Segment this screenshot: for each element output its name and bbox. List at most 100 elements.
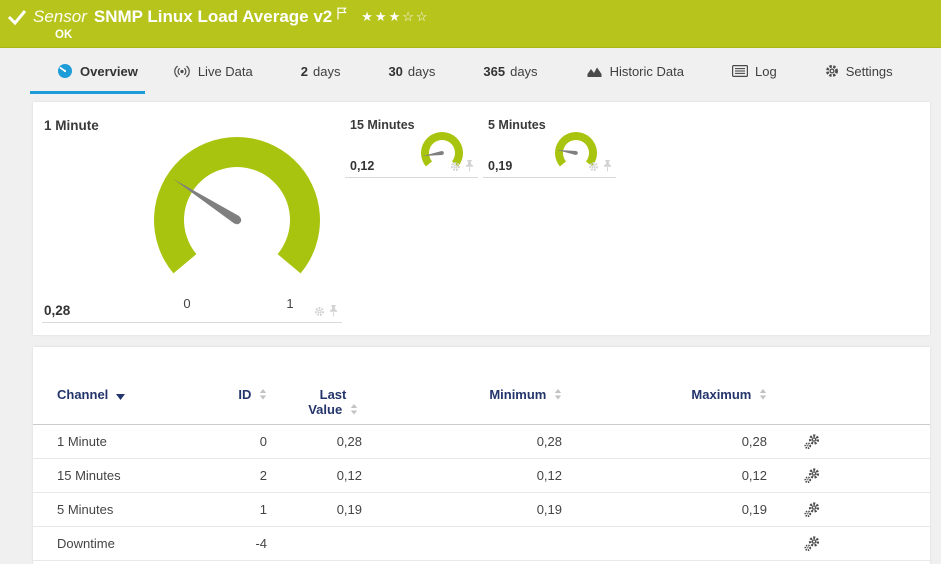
sensor-kind-label: Sensor <box>33 7 87 26</box>
gauge-arc <box>421 132 463 167</box>
column-header-maximum[interactable]: Maximum <box>562 387 767 402</box>
gauge-arc <box>555 132 597 167</box>
tab-label: Live Data <box>197 63 253 79</box>
channel-last-value: 0,28 <box>336 434 362 449</box>
channel-last-value: 0,12 <box>336 468 362 483</box>
gauge-value: 0,28 <box>44 303 71 318</box>
channel-name[interactable]: 15 Minutes <box>57 468 121 483</box>
gauge-value: 0,12 <box>350 159 375 173</box>
channel-gears-icon <box>804 467 820 483</box>
gear-icon <box>825 65 838 77</box>
historic-chart-icon <box>587 67 602 77</box>
tab-label: Historic Data <box>609 63 684 79</box>
channel-id: 2 <box>259 468 267 483</box>
gauge-title: 15 Minutes <box>350 118 415 132</box>
gauge-settings-icon[interactable] <box>588 161 599 172</box>
gauge-needle <box>556 149 578 155</box>
status-badge: OK <box>55 29 73 41</box>
sensor-header: Sensor SNMP Linux Load Average v2 ★★★☆☆ … <box>0 0 941 48</box>
channel-last-value: 0,19 <box>336 502 362 517</box>
channel-settings-button[interactable] <box>804 501 820 518</box>
sort-both-icon <box>350 404 357 415</box>
channel-id: 1 <box>259 502 267 517</box>
gauge-tick-min: 0 <box>183 296 190 311</box>
channel-settings-button[interactable] <box>804 467 820 484</box>
column-header-channel[interactable]: Channel <box>57 387 207 402</box>
gauge-needle <box>173 178 242 225</box>
pin-icon[interactable] <box>603 160 612 172</box>
tab-log[interactable]: Log <box>731 63 777 79</box>
gauge-settings-icon[interactable] <box>450 161 461 172</box>
gauge-icon <box>58 64 72 78</box>
status-check-icon <box>7 10 27 26</box>
gauge-chart-5-minutes <box>555 132 597 167</box>
channel-maximum: 0,12 <box>741 468 767 483</box>
tab-number: 365 <box>483 63 506 79</box>
column-header-last-value[interactable]: Last Value <box>267 387 362 417</box>
tab-2-days[interactable]: 2 days <box>301 64 341 79</box>
tab-label: Settings <box>845 63 893 79</box>
channel-name[interactable]: 1 Minute <box>57 434 107 449</box>
pin-icon[interactable] <box>329 305 338 317</box>
priority-stars[interactable]: ★★★☆☆ <box>361 9 430 24</box>
table-row: 15 Minutes 2 0,12 0,12 0,12 <box>33 459 930 493</box>
table-row: Downtime -4 <box>33 527 930 561</box>
sort-desc-icon <box>115 394 125 400</box>
gauge-title: 1 Minute <box>44 118 99 133</box>
gauge-block-1-minute: 1 Minute 0 1 0,28 <box>42 110 342 323</box>
gauge-value: 0,19 <box>488 159 513 173</box>
tab-bar: Overview Live Data 2 days 30 days 365 da… <box>0 48 941 94</box>
sort-both-icon <box>759 389 767 400</box>
gauge-arc <box>154 137 320 274</box>
column-header-minimum[interactable]: Minimum <box>362 387 562 402</box>
channel-minimum: 0,19 <box>536 502 562 517</box>
table-row: 5 Minutes 1 0,19 0,19 0,19 <box>33 493 930 527</box>
channel-gears-icon <box>804 433 820 449</box>
channel-id: 0 <box>259 434 267 449</box>
channel-settings-button[interactable] <box>804 535 820 552</box>
channel-table-panel: Channel ID Last Value Minimum Maximum 1 … <box>33 347 930 564</box>
column-header-id[interactable]: ID <box>207 387 267 402</box>
gauge-block-5-minutes: 5 Minutes 0,19 <box>483 112 616 178</box>
gauge-title: 5 Minutes <box>488 118 546 132</box>
tab-30-days[interactable]: 30 days <box>388 64 435 79</box>
sort-both-icon <box>554 389 562 400</box>
channel-name[interactable]: 5 Minutes <box>57 502 114 517</box>
tab-overview[interactable]: Overview <box>30 63 145 94</box>
gauge-needle <box>422 151 444 156</box>
tab-label: Overview <box>80 63 138 79</box>
channel-settings-button[interactable] <box>804 433 820 450</box>
log-icon <box>731 65 748 77</box>
gauge-settings-icon[interactable] <box>314 306 325 317</box>
tab-label: Log <box>754 63 777 79</box>
tab-number: 2 <box>300 63 308 79</box>
tab-settings[interactable]: Settings <box>825 64 893 79</box>
channel-maximum: 0,19 <box>741 502 767 517</box>
channel-name[interactable]: Downtime <box>57 536 115 551</box>
channel-gears-icon <box>804 535 820 551</box>
channel-minimum: 0,12 <box>536 468 562 483</box>
channel-gears-icon <box>804 501 820 517</box>
live-data-icon <box>174 65 190 77</box>
gauge-block-15-minutes: 15 Minutes 0,12 <box>345 112 478 178</box>
sort-both-icon <box>259 389 267 400</box>
channel-minimum: 0,28 <box>536 434 562 449</box>
tab-label: days <box>312 63 341 79</box>
page-title: SNMP Linux Load Average v2 <box>93 7 333 26</box>
channel-maximum: 0,28 <box>741 434 767 449</box>
table-header-row: Channel ID Last Value Minimum Maximum <box>33 347 930 425</box>
channel-id: -4 <box>255 536 267 551</box>
tab-historic-data[interactable]: Historic Data <box>586 64 684 79</box>
tab-live-data[interactable]: Live Data <box>173 64 253 79</box>
table-row: 1 Minute 0 0,28 0,28 0,28 <box>33 425 930 459</box>
tab-number: 30 <box>388 63 403 79</box>
gauge-chart-15-minutes <box>421 132 463 167</box>
tab-365-days[interactable]: 365 days <box>483 64 537 79</box>
gauges-panel: 1 Minute 0 1 0,28 15 Minutes <box>33 102 930 335</box>
tab-label: days <box>407 63 436 79</box>
flag-icon[interactable] <box>337 7 347 20</box>
gauge-chart-1-minute: 0 1 <box>154 137 320 311</box>
gauge-tick-max: 1 <box>286 296 293 311</box>
pin-icon[interactable] <box>465 160 474 172</box>
tab-label: days <box>510 63 538 79</box>
